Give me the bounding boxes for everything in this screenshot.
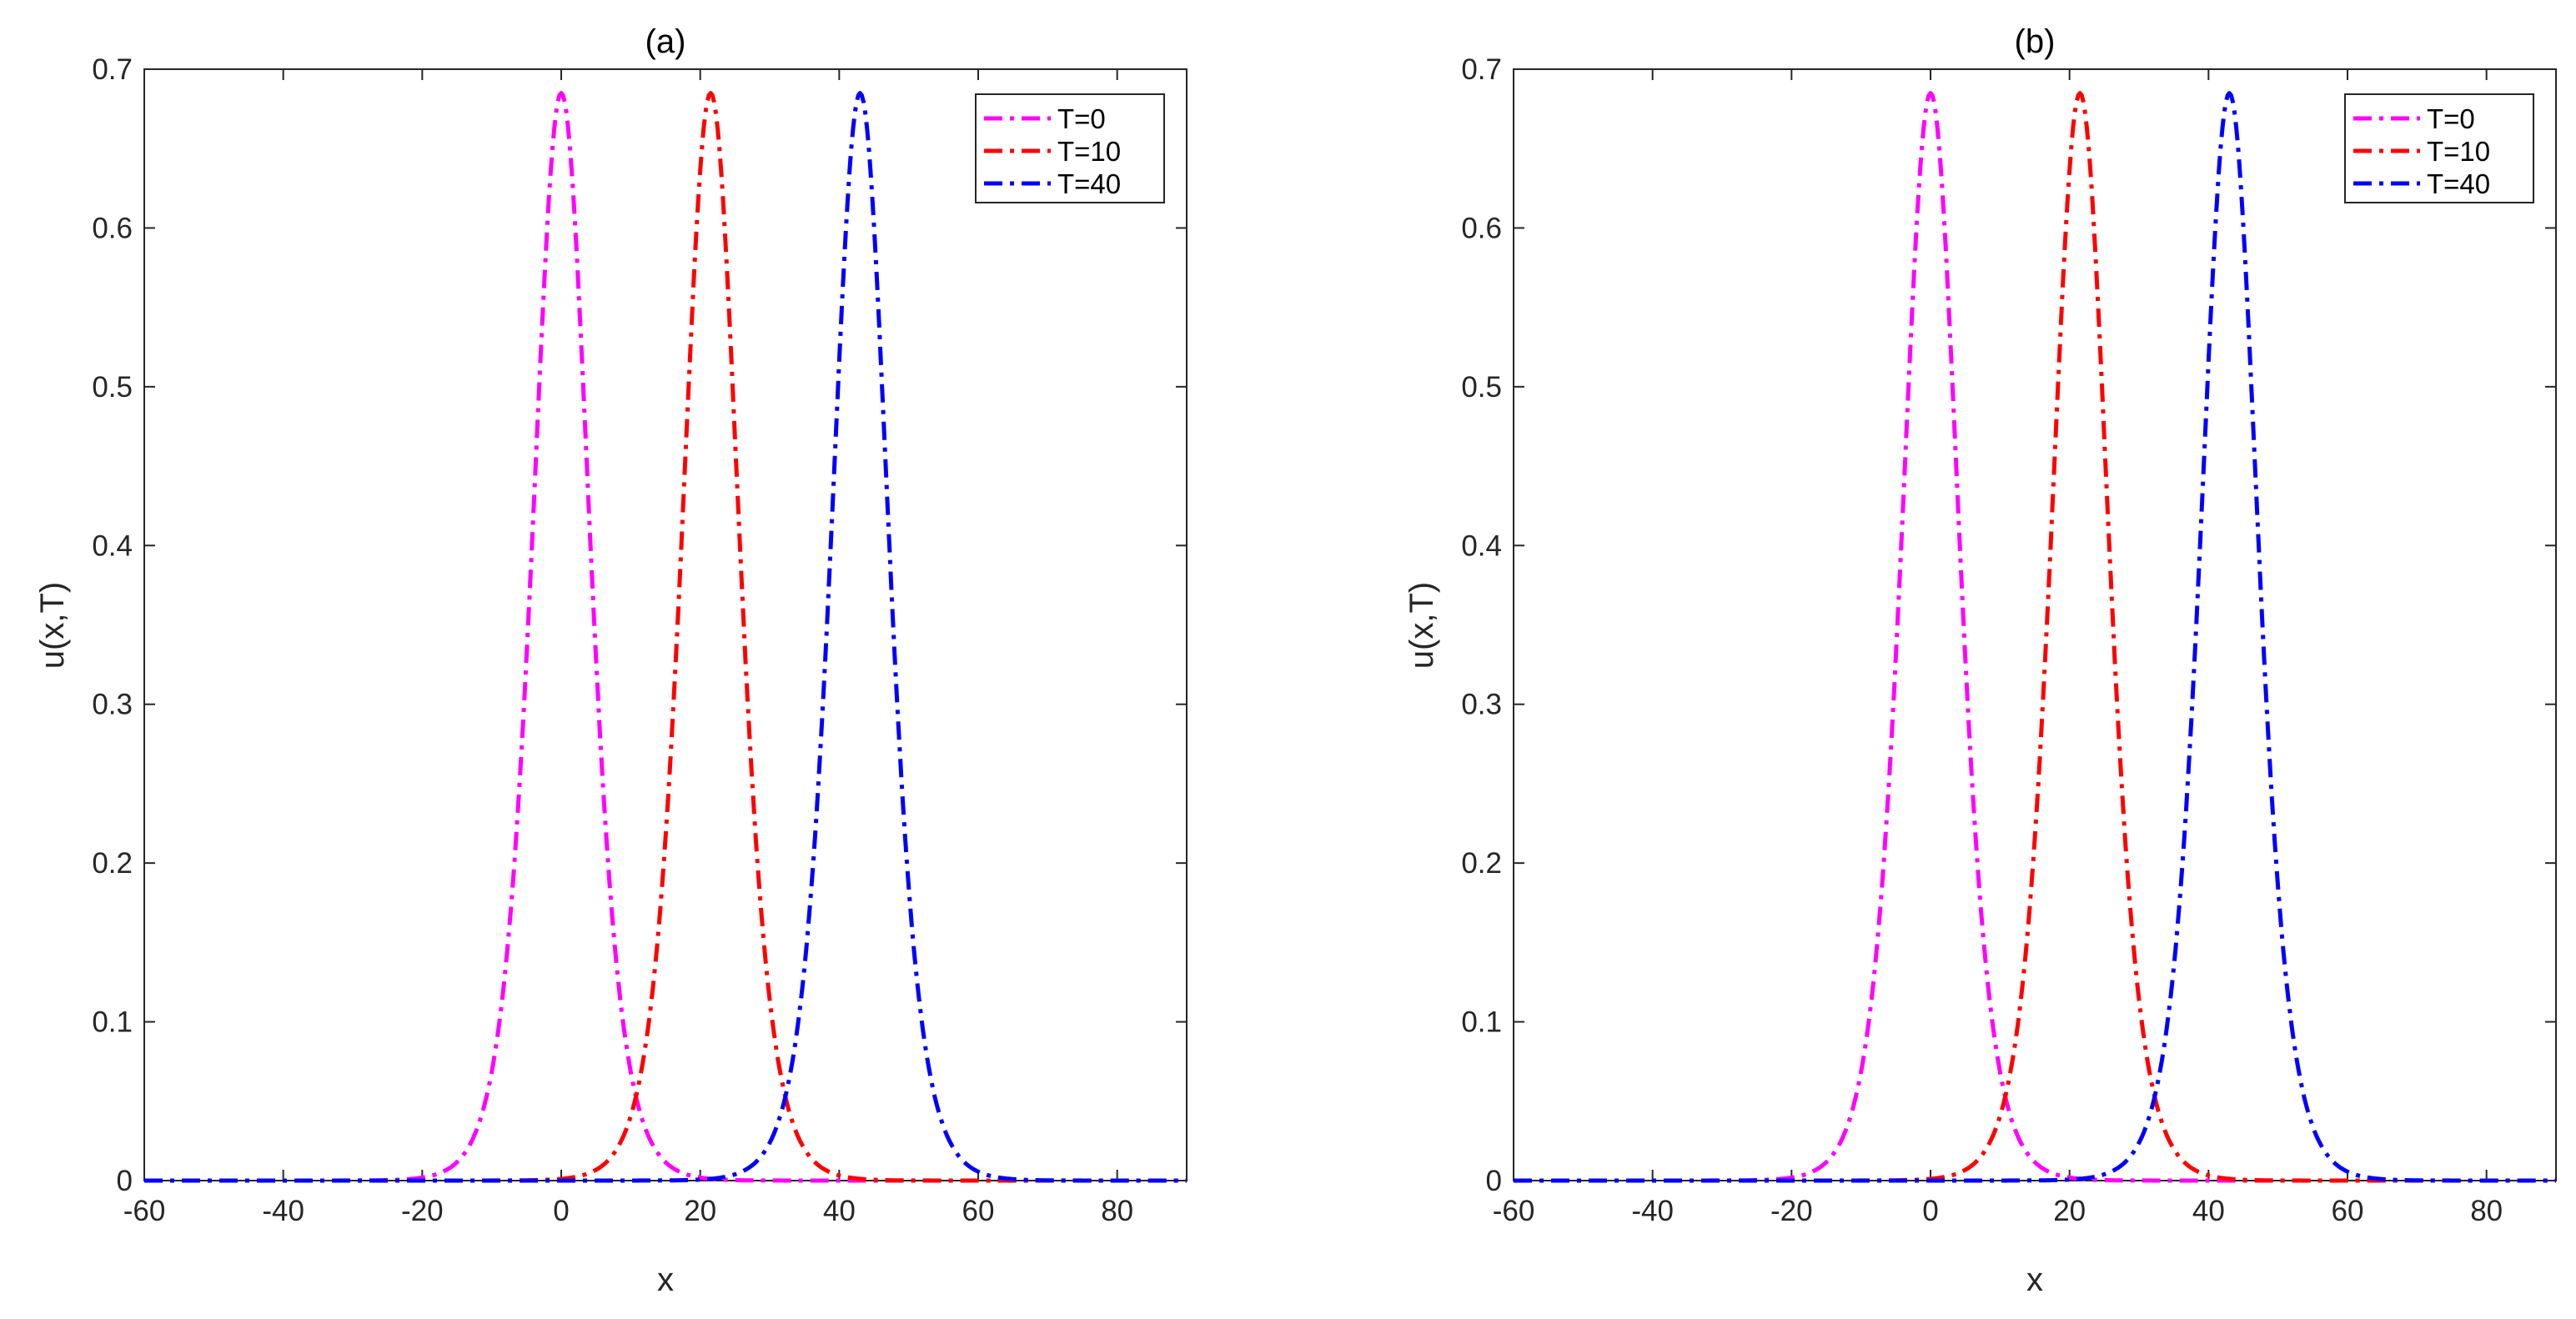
x-tick-label: -60 — [1493, 1195, 1535, 1227]
x-tick-label: -40 — [262, 1195, 304, 1227]
series-lines — [1513, 91, 2557, 1183]
x-tick-label: 80 — [1101, 1195, 1133, 1227]
legend-box — [2344, 93, 2534, 203]
axis-ticks: -60 -40 -20 0 20 40 60 80 0 0.1 0.2 0.3 0.4 0.5 0.6 0.7 — [92, 53, 1187, 1227]
legend-entry-t10: T=10 — [2427, 136, 2490, 167]
series-lines — [143, 91, 1188, 1183]
chart-title: (b) — [2015, 23, 2056, 60]
y-axis-label: u(x,T) — [1403, 582, 1440, 669]
y-tick-label: 0.1 — [92, 1006, 133, 1039]
x-tick-label: 0 — [1922, 1195, 1938, 1227]
y-tick-label: 0.6 — [1461, 212, 1502, 244]
x-tick-label: -20 — [401, 1195, 444, 1227]
legend: T=0 T=10 T=40 — [975, 93, 1165, 203]
y-tick-label: 0 — [117, 1165, 133, 1197]
x-tick-label: 20 — [684, 1195, 716, 1227]
legend-entry-t0: T=0 — [2427, 103, 2475, 134]
legend-entry-t10: T=10 — [1057, 136, 1121, 167]
chart-panel-b: (b) x u(x,T) -60 -40 -20 0 20 40 60 80 0 0.1 0.2 0.… — [1403, 23, 2557, 1298]
y-tick-label: 0.4 — [1461, 529, 1502, 562]
y-axis-label: u(x,T) — [34, 582, 71, 669]
x-tick-label: 60 — [962, 1195, 995, 1227]
y-tick-label: 0.6 — [92, 212, 133, 244]
plot-area — [1513, 68, 2557, 1181]
y-tick-label: 0.4 — [92, 529, 133, 562]
series-line-t40 — [143, 91, 1188, 1183]
x-axis-label: x — [2026, 1261, 2043, 1298]
y-tick-label: 0.3 — [1461, 689, 1502, 721]
legend-box — [975, 93, 1165, 203]
plot-area — [143, 68, 1188, 1181]
x-tick-label: -40 — [1631, 1195, 1674, 1227]
legend-entry-t0: T=0 — [1057, 103, 1106, 134]
x-tick-label: -60 — [123, 1195, 166, 1227]
y-tick-label: 0.7 — [1461, 53, 1502, 86]
legend-entry-t40: T=40 — [2427, 168, 2490, 199]
series-line-t40 — [1513, 91, 2557, 1183]
x-tick-label: -20 — [1770, 1195, 1813, 1227]
y-tick-label: 0.5 — [92, 371, 133, 404]
legend: T=0 T=10 T=40 — [2344, 93, 2534, 203]
y-tick-label: 0.2 — [1461, 847, 1502, 880]
y-tick-label: 0.3 — [92, 689, 133, 721]
x-axis-label: x — [657, 1261, 674, 1298]
x-tick-label: 40 — [2192, 1195, 2225, 1227]
x-tick-label: 80 — [2470, 1195, 2503, 1227]
y-tick-label: 0.1 — [1461, 1006, 1502, 1039]
x-tick-label: 40 — [823, 1195, 856, 1227]
legend-entry-t40: T=40 — [1057, 168, 1121, 199]
x-tick-label: 60 — [2332, 1195, 2364, 1227]
y-tick-label: 0 — [1486, 1165, 1502, 1197]
x-tick-label: 20 — [2053, 1195, 2086, 1227]
y-tick-label: 0.5 — [1461, 371, 1502, 404]
y-tick-label: 0.7 — [92, 53, 133, 86]
x-tick-label: 0 — [553, 1195, 569, 1227]
axis-ticks: -60 -40 -20 0 20 40 60 80 0 0.1 0.2 0.3 0.4 0.5 0.6 0.7 — [1461, 53, 2556, 1227]
chart-panel-a: (a) x u(x,T) -60 -40 -20 0 20 40 60 80 0 0.1 0.2 0.… — [34, 23, 1188, 1298]
y-tick-label: 0.2 — [92, 847, 133, 880]
chart-title: (a) — [645, 23, 686, 60]
